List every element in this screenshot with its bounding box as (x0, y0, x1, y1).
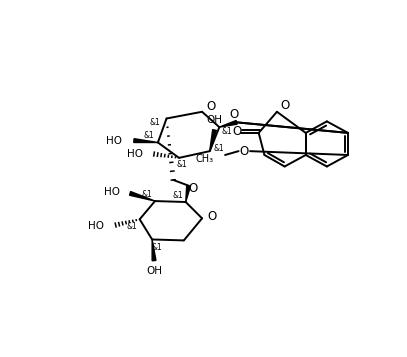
Text: &1: &1 (144, 131, 155, 140)
Text: &1: &1 (142, 190, 153, 199)
Polygon shape (129, 192, 155, 201)
Polygon shape (152, 240, 156, 261)
Text: HO: HO (103, 187, 120, 197)
Text: O: O (229, 108, 239, 121)
Text: HO: HO (127, 149, 142, 159)
Text: &1: &1 (173, 191, 184, 200)
Text: OH: OH (206, 115, 223, 125)
Text: OH: OH (146, 266, 162, 276)
Text: O: O (189, 182, 198, 195)
Text: O: O (232, 125, 241, 139)
Text: &1: &1 (150, 118, 160, 127)
Polygon shape (134, 139, 158, 142)
Text: CH₃: CH₃ (195, 154, 214, 164)
Text: HO: HO (106, 136, 123, 146)
Text: HO: HO (88, 221, 104, 231)
Text: O: O (240, 145, 249, 158)
Polygon shape (210, 130, 217, 151)
Text: O: O (206, 100, 215, 114)
Text: &1: &1 (127, 222, 137, 231)
Text: O: O (207, 210, 216, 223)
Polygon shape (186, 185, 190, 202)
Text: O: O (280, 99, 289, 111)
Text: &1: &1 (214, 144, 225, 153)
Text: &1: &1 (222, 127, 232, 136)
Polygon shape (219, 121, 237, 127)
Text: &1: &1 (151, 243, 162, 252)
Text: &1: &1 (177, 160, 187, 169)
